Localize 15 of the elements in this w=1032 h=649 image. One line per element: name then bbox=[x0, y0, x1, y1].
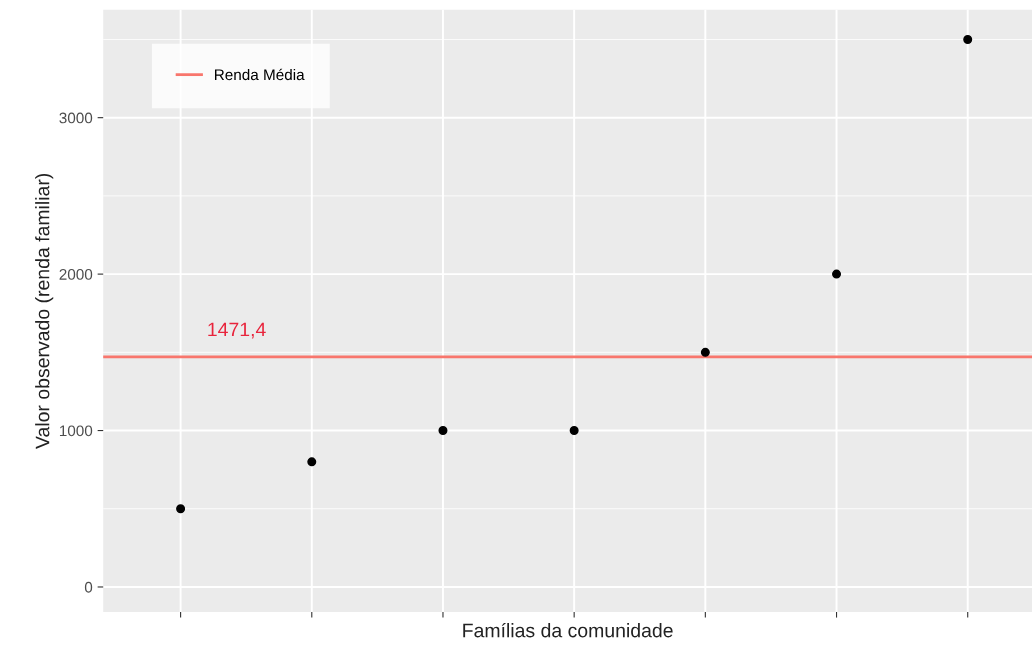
point bbox=[176, 504, 186, 514]
point bbox=[307, 457, 317, 467]
legend-label: Renda Média bbox=[215, 68, 305, 81]
y-tick-label: 1000 bbox=[59, 425, 93, 437]
y-tick-label: 0 bbox=[84, 581, 93, 593]
point bbox=[438, 426, 448, 436]
annotation: 1471,4 bbox=[208, 322, 266, 339]
point bbox=[569, 426, 579, 436]
y-axis-title: Valor observado (renda familiar) bbox=[35, 173, 54, 449]
point bbox=[700, 347, 710, 357]
point bbox=[832, 269, 842, 279]
point bbox=[963, 34, 973, 44]
y-tick-label: 2000 bbox=[59, 268, 93, 280]
y-tick-label: 3000 bbox=[59, 112, 93, 124]
x-axis-title: Famílias da comunidade bbox=[463, 622, 673, 638]
